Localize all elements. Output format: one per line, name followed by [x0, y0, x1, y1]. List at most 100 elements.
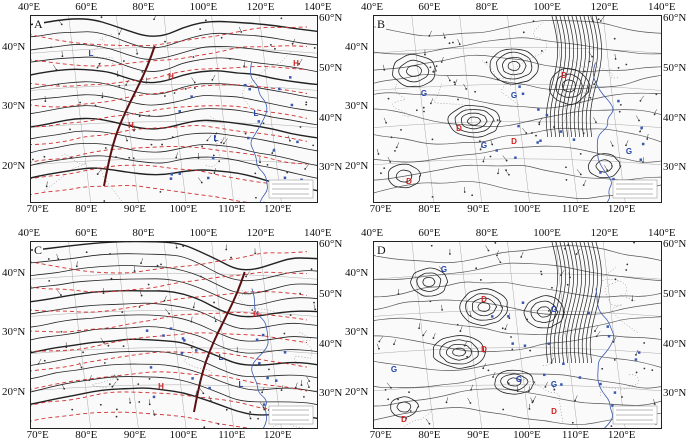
station-dot	[400, 128, 402, 131]
geopotential-contour	[31, 105, 317, 126]
isobar	[374, 108, 661, 127]
isobar	[374, 145, 661, 163]
svg-text:G: G	[421, 89, 427, 98]
station-dot	[65, 346, 68, 349]
station-dot	[203, 426, 206, 428]
top-axis-label: 140°E	[648, 227, 676, 239]
top-axis-label: 40°E	[361, 227, 384, 239]
station-dot	[496, 254, 498, 257]
isobar-contours	[374, 242, 661, 426]
top-axis-label: 100°E	[189, 1, 218, 13]
station-symbol	[490, 315, 494, 318]
station-dot	[463, 191, 466, 193]
station-dot	[182, 245, 185, 248]
station-dot	[614, 278, 617, 281]
station-dot	[448, 42, 451, 45]
svg-text:D: D	[551, 407, 557, 416]
bottom-axis-label: 90°E	[467, 429, 490, 441]
isobar	[416, 272, 442, 293]
isotherm	[31, 164, 308, 187]
svg-text:H: H	[293, 59, 299, 68]
station-dot	[137, 383, 140, 386]
station-dot	[63, 387, 66, 390]
station-dot	[619, 104, 622, 106]
svg-text:D: D	[406, 177, 412, 186]
isobar	[496, 51, 533, 80]
station-symbol	[262, 403, 266, 406]
station-dot	[283, 332, 286, 335]
station-dot	[280, 17, 283, 20]
station-dot	[254, 252, 257, 255]
svg-text:L: L	[254, 109, 259, 118]
map-frame: H H H L L L	[30, 15, 318, 203]
station-dot	[199, 380, 202, 383]
station-dot	[159, 191, 162, 193]
isotherm	[31, 391, 308, 414]
station-dot	[452, 41, 454, 44]
station-dot	[540, 273, 543, 276]
station-dot	[571, 421, 574, 424]
station-dot	[497, 172, 499, 175]
station-symbol	[208, 386, 211, 390]
top-axis-label: 60°E	[418, 227, 441, 239]
right-axis-label: 30°N	[663, 386, 687, 399]
panel-label: C	[33, 243, 44, 257]
station-dot	[150, 143, 153, 146]
station-dot	[303, 395, 305, 398]
pressure-center-marker: G	[551, 305, 557, 314]
isobar	[530, 300, 559, 323]
station-symbol	[639, 158, 643, 161]
station-symbol	[170, 173, 174, 176]
station-dot	[597, 18, 600, 21]
bottom-axis-label: 80°E	[75, 203, 98, 215]
station-dot	[148, 377, 151, 380]
right-axis-label: 50°N	[319, 288, 343, 301]
isobar	[374, 37, 661, 55]
station-symbol	[191, 377, 194, 380]
station-dot	[610, 425, 613, 428]
height-contours	[31, 18, 317, 192]
geopotential-contour	[31, 44, 317, 60]
borders	[392, 21, 619, 135]
station-dot	[621, 396, 623, 398]
pressure-center-marker: G	[626, 147, 632, 156]
isobar	[395, 169, 413, 183]
geopotential-contour	[31, 31, 317, 49]
pressure-center-marker: G	[391, 365, 397, 374]
station-symbol	[507, 315, 510, 318]
station-dot	[485, 61, 488, 64]
station-symbol	[537, 108, 540, 111]
station-dot	[435, 65, 438, 68]
borders	[403, 267, 639, 428]
station-symbol	[562, 362, 565, 366]
bottom-axis-label: 90°E	[467, 203, 490, 215]
station-symbol	[641, 142, 645, 146]
station-dot	[655, 93, 658, 96]
station-dot	[631, 299, 634, 302]
station-dot	[508, 317, 511, 320]
geopotential-contour	[31, 265, 317, 294]
station-symbol	[511, 342, 514, 345]
isobar	[569, 16, 582, 138]
isobar	[459, 288, 508, 326]
station-dot	[397, 398, 399, 401]
top-axis-label: 120°E	[246, 227, 275, 239]
left-axis-label: 20°N	[2, 385, 26, 398]
station-symbol	[560, 383, 563, 386]
station-dot	[266, 163, 269, 166]
station-symbol	[637, 351, 641, 354]
station-dot	[299, 292, 301, 295]
right-axis-label: 30°N	[319, 160, 343, 173]
pressure-center-marker: L	[219, 353, 224, 362]
isobar	[587, 153, 622, 179]
station-dot	[504, 328, 507, 330]
station-dot	[310, 268, 313, 271]
station-dot	[470, 388, 472, 391]
station-dot	[587, 90, 590, 93]
station-dot	[431, 196, 434, 198]
station-dot	[312, 144, 315, 147]
station-symbol	[607, 334, 611, 338]
svg-text:H: H	[168, 72, 174, 81]
station-dot	[405, 417, 408, 420]
top-axis-label: 140°E	[304, 227, 332, 239]
